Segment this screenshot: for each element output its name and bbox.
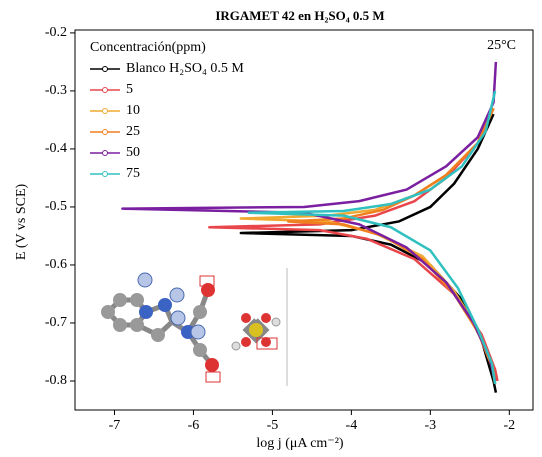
x-tick-label: -4 <box>346 418 358 433</box>
legend-marker <box>102 150 108 156</box>
legend-marker <box>102 87 108 93</box>
annotation: 25°C <box>487 38 516 53</box>
legend-label: 75 <box>126 166 140 181</box>
legend-label: 25 <box>126 124 140 139</box>
series-line <box>239 107 497 382</box>
y-tick-label: -0.5 <box>45 199 67 214</box>
plot-frame <box>74 29 534 411</box>
legend-label: 10 <box>126 103 140 118</box>
chart-title: IRGAMET 42 en H₂SO₄ 0.5 M <box>215 8 384 23</box>
y-tick-label: -0.4 <box>45 141 67 156</box>
legend-marker <box>102 108 108 114</box>
series-line <box>247 90 497 385</box>
y-axis-label: E (V vs SCE) <box>14 183 29 260</box>
y-tick-label: -0.7 <box>45 315 67 330</box>
x-axis-label: log j (μA cm⁻²) <box>256 436 343 451</box>
molecule-inset <box>101 268 288 386</box>
series-line <box>121 61 498 382</box>
y-tick-label: -0.2 <box>45 25 67 40</box>
legend-marker <box>102 171 108 177</box>
legend-title: Concentración(ppm) <box>90 40 206 55</box>
x-tick-label: -3 <box>425 418 437 433</box>
x-tick-label: -5 <box>267 418 279 433</box>
y-tick-label: -0.6 <box>45 257 67 272</box>
x-tick-label: -7 <box>109 418 121 433</box>
x-tick-label: -2 <box>503 418 515 433</box>
series-line <box>207 107 499 382</box>
legend-label: 5 <box>126 82 133 97</box>
legend-label: 50 <box>126 145 140 160</box>
legend-marker <box>102 66 108 72</box>
x-tick-label: -6 <box>188 418 200 433</box>
y-tick-label: -0.3 <box>45 83 67 98</box>
legend-label: Blanco H₂SO₄ 0.5 M <box>126 61 244 76</box>
legend-marker <box>102 129 108 135</box>
y-tick-label: -0.8 <box>45 373 67 388</box>
